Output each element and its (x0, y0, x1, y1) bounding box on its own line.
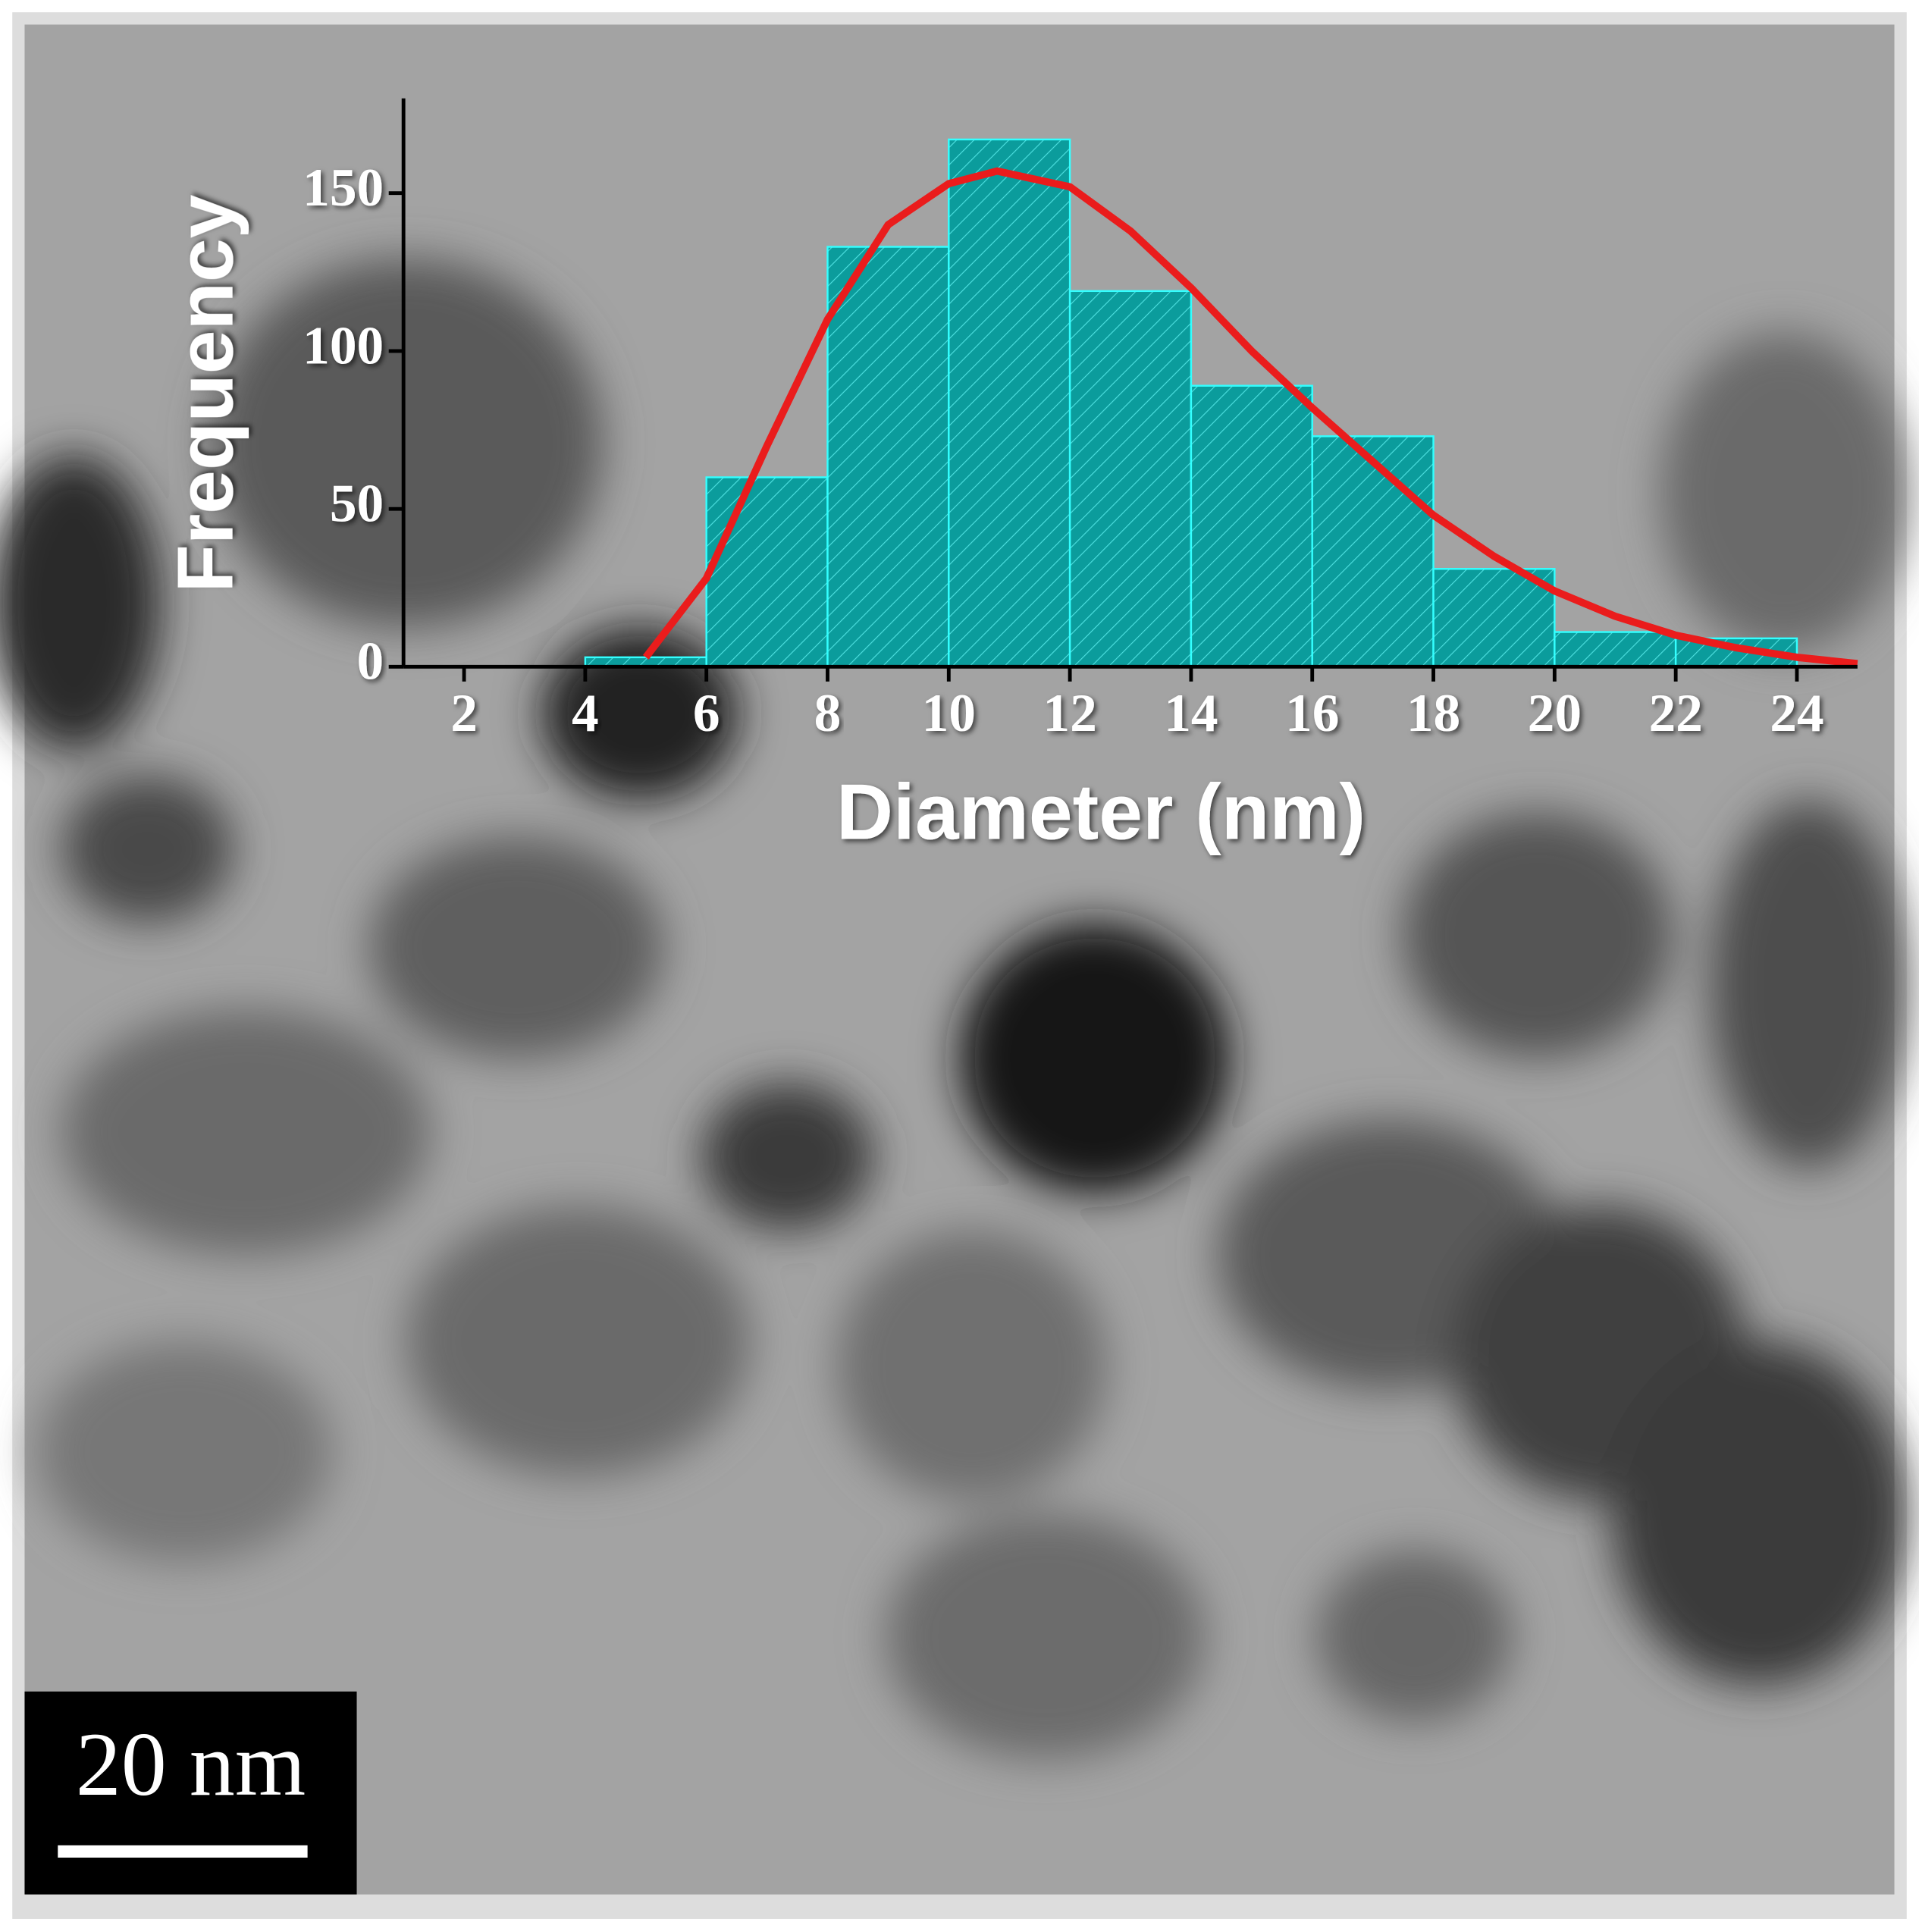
particles (0, 258, 1907, 1760)
y-tick-label: 50 (330, 474, 384, 534)
x-tick-label: 20 (1528, 683, 1582, 743)
scale-bar-box (24, 1691, 357, 1895)
bar (1190, 384, 1313, 668)
y-axis-label: Frequency (161, 194, 249, 592)
bar (1432, 568, 1556, 668)
x-tick-label: 6 (693, 683, 720, 743)
bar (1311, 435, 1435, 668)
x-tick-label: 2 (450, 683, 478, 743)
x-tick-label: 24 (1770, 683, 1823, 743)
y-tick-label: 100 (303, 315, 384, 375)
bar (705, 476, 829, 668)
x-tick-label: 4 (572, 683, 599, 743)
x-tick-label: 10 (922, 683, 976, 743)
bar (948, 138, 1071, 668)
fit-curve (642, 167, 1858, 668)
x-tick-label: 16 (1285, 683, 1339, 743)
bar (1554, 631, 1677, 668)
scale-bar-label: 20 nm (76, 1714, 306, 1814)
x-tick-label: 18 (1406, 683, 1460, 743)
x-tick-label: 14 (1164, 683, 1218, 743)
bar (826, 246, 950, 668)
x-axis-label: Diameter (nm) (836, 768, 1366, 856)
x-tick-label: 22 (1648, 683, 1702, 743)
x-tick-label: 8 (814, 683, 842, 743)
y-tick-label: 0 (357, 632, 384, 692)
x-tick-label: 12 (1043, 683, 1096, 743)
y-tick-label: 150 (303, 158, 384, 218)
bar (1068, 290, 1193, 668)
